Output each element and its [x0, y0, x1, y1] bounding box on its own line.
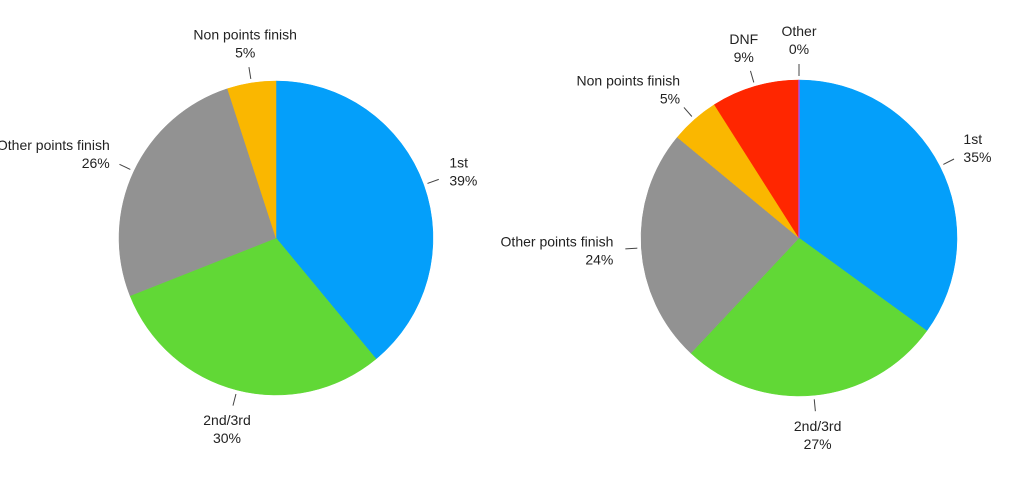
leader-line	[625, 247, 638, 250]
leader-line	[943, 158, 955, 165]
slice-value-label: 24%	[585, 251, 613, 267]
pie-slice	[798, 79, 958, 332]
pie-slice	[118, 88, 277, 297]
slice-value-label: 5%	[235, 44, 255, 60]
slice-label: Other points finish	[0, 137, 110, 153]
slice-label: DNF	[729, 31, 758, 47]
pie-slice	[640, 136, 800, 354]
slice-label: 2nd/3rd	[794, 418, 841, 434]
leader-line	[683, 107, 693, 117]
pie-slice	[690, 237, 928, 397]
pie-slice	[275, 80, 434, 360]
pie-slice	[227, 80, 277, 239]
leader-line	[749, 70, 755, 83]
leader-line	[248, 67, 252, 80]
slice-value-label: 27%	[804, 436, 832, 452]
slice-value-label: 9%	[734, 49, 754, 65]
slice-label: Other	[781, 23, 816, 39]
pie-slice	[129, 237, 377, 396]
pie-chart: 1st 39% 2nd/3rd 30% Other points finish 26% No…	[0, 26, 477, 445]
slice-value-label: 39%	[449, 172, 477, 188]
slice-label: 2nd/3rd	[203, 412, 250, 428]
slice-label: Non points finish	[193, 26, 297, 42]
slice-value-label: 26%	[82, 155, 110, 171]
leader-line	[119, 163, 131, 170]
slice-label: 1st	[449, 154, 468, 170]
slice-value-label: 35%	[963, 149, 991, 165]
slice-label: Other points finish	[501, 233, 614, 249]
slice-label: 1st	[963, 131, 982, 147]
leader-line	[427, 178, 439, 184]
leader-line	[813, 399, 816, 412]
slice-label: Non points finish	[577, 72, 681, 88]
slice-value-label: 30%	[213, 430, 241, 446]
slice-value-label: 5%	[660, 90, 680, 106]
pie-chart: 1st 35% 2nd/3rd 27% Other points finish 24% No…	[501, 23, 992, 452]
leader-line	[232, 393, 237, 406]
slice-value-label: 0%	[789, 41, 809, 57]
pie-slice	[713, 79, 800, 239]
